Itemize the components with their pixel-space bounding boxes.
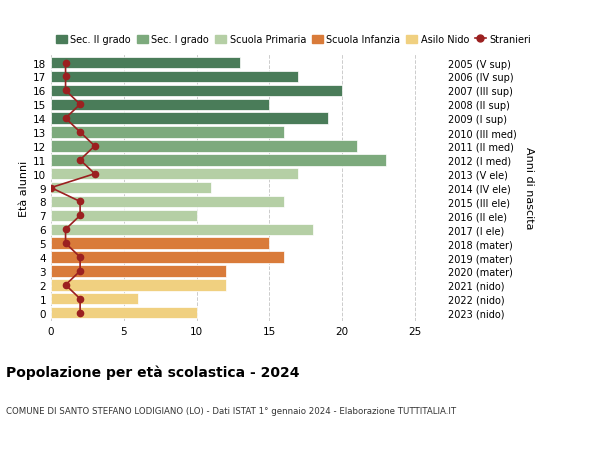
Bar xyxy=(51,266,226,277)
Bar xyxy=(51,99,269,111)
Bar xyxy=(51,252,284,263)
Bar xyxy=(51,155,386,166)
Bar xyxy=(51,183,211,194)
Bar xyxy=(51,307,197,319)
Text: Popolazione per età scolastica - 2024: Popolazione per età scolastica - 2024 xyxy=(6,365,299,380)
Bar xyxy=(51,127,284,139)
Bar xyxy=(51,280,226,291)
Bar xyxy=(51,293,139,305)
Bar xyxy=(51,72,298,83)
Legend: Sec. II grado, Sec. I grado, Scuola Primaria, Scuola Infanzia, Asilo Nido, Stran: Sec. II grado, Sec. I grado, Scuola Prim… xyxy=(56,35,532,45)
Bar xyxy=(51,168,298,180)
Bar xyxy=(51,210,197,222)
Bar xyxy=(51,113,328,124)
Y-axis label: Anni di nascita: Anni di nascita xyxy=(524,147,533,230)
Bar xyxy=(51,238,269,249)
Bar xyxy=(51,224,313,235)
Bar xyxy=(51,85,342,97)
Bar xyxy=(51,196,284,208)
Bar xyxy=(51,141,356,152)
Bar xyxy=(51,58,240,69)
Text: COMUNE DI SANTO STEFANO LODIGIANO (LO) - Dati ISTAT 1° gennaio 2024 - Elaborazio: COMUNE DI SANTO STEFANO LODIGIANO (LO) -… xyxy=(6,406,456,415)
Y-axis label: Età alunni: Età alunni xyxy=(19,160,29,216)
